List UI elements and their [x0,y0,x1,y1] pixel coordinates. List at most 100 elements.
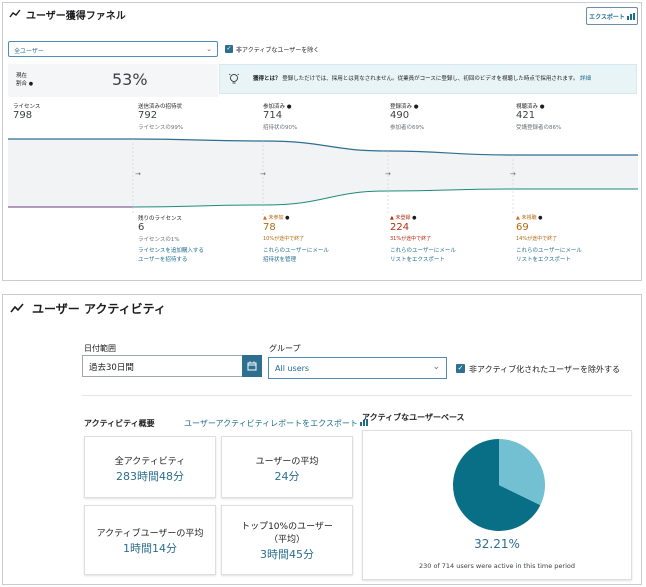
group-label: グループ [269,344,301,353]
stage-value: 714 [263,110,283,121]
stat-value: 283時間48分 [116,470,184,483]
dropoff-label: ▲ 未登録 ● [390,214,416,221]
info-banner: 獲得とは？ 登録しただけでは、採用とは見なされません。従業員がコースに登録し、初… [219,64,637,94]
dropoff-label: 残りのライセンス [138,216,182,222]
stage-label-text: 登録済み [390,104,413,110]
stage-value: 490 [390,110,410,121]
export-label: エクスポート [589,13,625,21]
rate-label: 現在 割合 ● [16,72,33,88]
export-activity-report-link[interactable]: ユーザーアクティビティレポートをエクスポート [184,418,369,429]
arrow-right-icon: → [260,170,266,178]
dropoff-sub: 31%が途中で終了 [390,236,432,242]
date-range-input[interactable]: 過去30日間 [82,355,262,377]
stage-value: 421 [516,110,536,121]
bar-chart-icon [360,419,369,426]
arrow-right-icon: → [510,170,516,178]
stage-sub: 招待状の90% [263,125,298,131]
rate-label-line2: 割合 [16,81,28,87]
chevron-down-icon: ⌄ [432,362,440,372]
info-circle-icon[interactable]: ● [412,215,417,221]
export-list-link[interactable]: リストをエクスポート [390,257,445,263]
exclude-inactive-label: 非アクティブなユーザーを除く [236,47,320,54]
rate-value: 53% [112,70,148,89]
exclude-deactivated-label: 非アクティブ化されたユーザーを除外する [469,365,620,374]
stage-sub: ライセンスの99% [138,125,184,131]
dropoff-sub: 14%が途中で終了 [516,236,558,242]
learn-more-link[interactable]: 詳細 [580,76,592,82]
funnel-area [8,139,638,207]
dropoff-sub: 10%が途中で終了 [263,236,305,242]
user-filter-select[interactable]: 全ユーザー ⌄ [8,41,218,57]
active-users-footnote: 230 of 714 users were active in this tim… [418,562,576,570]
export-button[interactable]: エクスポート [586,7,638,25]
info-bold: 獲得とは？ [253,76,281,82]
warning-icon: ▲ [516,215,520,221]
info-circle-icon[interactable]: ● [285,215,290,221]
stat-card-total-activity: 全アクティビティ 283時間48分 [84,436,216,498]
info-circle-icon[interactable]: ● [28,81,34,87]
chevron-down-icon: ⌄ [206,45,212,53]
exclude-inactive-checkbox[interactable]: ✓ [225,45,233,53]
dropoff-label-text: 未視聴 [521,215,537,221]
stage-sub: 参加者の69% [390,125,425,131]
calendar-button[interactable] [242,355,262,377]
dropoff-sub: ライセンスの1% [138,237,180,243]
active-user-base-title: アクティブなユーザーベース [362,413,465,422]
stat-label: アクティブユーザーの平均 [96,529,204,539]
funnel-bottom-line [8,188,638,208]
stage-label-text: 参加済み [263,104,286,110]
stat-label: トップ10%のユーザー（平均） [241,522,333,545]
manage-invites-link[interactable]: 招待状を管理 [263,257,297,263]
arrow-right-icon: → [385,170,391,178]
date-range-label: 日付範囲 [84,344,116,353]
email-users-link[interactable]: これらのユーザーにメール [516,248,582,254]
funnel-chart: → → → → [8,138,638,215]
stat-value: 1時間14分 [123,542,177,555]
info-circle-icon[interactable]: ● [413,104,419,110]
dropoff-value: 224 [390,222,410,233]
exclude-deactivated-checkbox[interactable]: ✓ [456,364,465,373]
buy-licenses-link[interactable]: ライセンスを追加購入する [138,248,204,254]
funnel-top-line [8,138,638,156]
stat-value: 24分 [274,470,300,483]
date-range-value: 過去30日間 [89,363,134,373]
info-text-line: 獲得とは？ 登録しただけでは、採用とは見なされません。従業員がコースに登録し、初… [253,74,591,82]
divider [82,395,632,396]
rate-label-line1: 現在 [16,73,28,79]
stat-label: 全アクティビティ [114,457,186,467]
info-circle-icon[interactable]: ● [286,104,292,110]
stage-label: 参加済み ● [263,102,292,110]
stage-value: 792 [138,110,158,121]
pie-slice-inactive [453,439,541,531]
group-select[interactable]: All users ⌄ [268,357,447,379]
warning-icon: ▲ [263,215,267,221]
stat-card-top-10-average: トップ10%のユーザー（平均） 3時間45分 [221,505,353,575]
warning-icon: ▲ [390,215,394,221]
active-percent: 32.21% [474,537,520,551]
acquisition-funnel-panel: ユーザー獲得ファネル エクスポート 全ユーザー ⌄ ✓ 非アクティブなユーザーを… [2,2,642,281]
info-text: 登録しただけでは、採用とは見なされません。従業員がコースに登録し、初回のビデオを… [282,76,579,82]
user-filter-value: 全ユーザー [14,48,44,55]
stage-value: 798 [13,110,33,121]
stat-value: 3時間45分 [260,548,314,561]
group-value: All users [275,364,310,373]
invite-users-link[interactable]: ユーザーを招待する [138,257,188,263]
stat-card-active-user-average: アクティブユーザーの平均 1時間14分 [84,505,216,575]
email-users-link[interactable]: これらのユーザーにメール [390,248,456,254]
dropoff-value: 69 [516,222,529,233]
email-users-link[interactable]: これらのユーザーにメール [263,248,329,254]
info-circle-icon[interactable]: ● [538,215,543,221]
lightbulb-icon [229,73,239,84]
dropoff-label: ▲ 未参加 ● [263,214,289,221]
dropoff-value: 78 [263,222,276,233]
trend-chart-icon [10,303,24,313]
adoption-rate-card: 現在 割合 ● 53% [8,64,218,97]
export-list-link[interactable]: リストをエクスポート [516,257,571,263]
activity-title: ユーザー アクティビティ [32,302,166,316]
stage-sub: 受講登録者の86% [516,125,562,131]
dropoff-label-text: 未登録 [395,215,411,221]
bar-chart-icon [626,12,635,20]
stage-label-text: 視聴済み [516,104,539,110]
export-report-label: ユーザーアクティビティレポートをエクスポート [184,419,358,428]
info-circle-icon[interactable]: ● [539,104,545,110]
